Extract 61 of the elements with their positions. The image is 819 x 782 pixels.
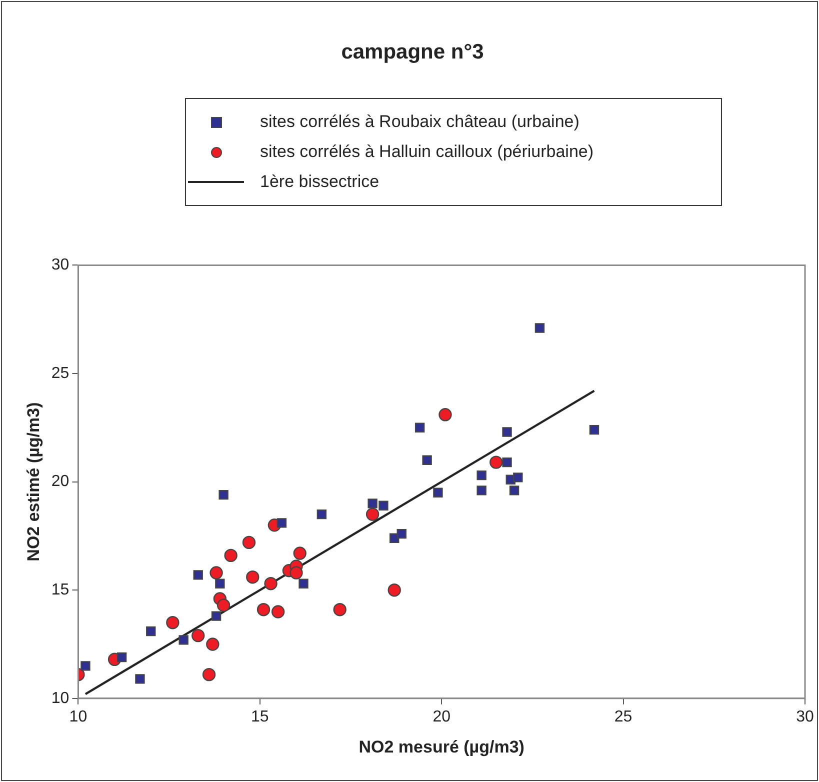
point — [502, 427, 512, 437]
point — [388, 584, 401, 597]
point — [242, 536, 256, 550]
point — [476, 486, 486, 496]
x-tick-label: 15 — [251, 708, 269, 726]
y-tick-label: 30 — [51, 256, 70, 274]
point — [264, 577, 278, 590]
y-tick-label: 20 — [51, 473, 70, 490]
point — [513, 472, 523, 482]
point — [206, 638, 220, 651]
x-tick-label: 10 — [69, 708, 88, 726]
point — [218, 490, 228, 500]
point — [422, 455, 432, 465]
point — [135, 674, 145, 684]
point — [178, 635, 188, 645]
point — [224, 548, 238, 562]
point — [366, 508, 380, 521]
x-tick-label: 25 — [614, 708, 632, 726]
point — [211, 611, 222, 621]
point — [246, 570, 260, 584]
y-tick-label: 10 — [51, 690, 70, 707]
point — [271, 605, 285, 618]
point — [368, 498, 378, 508]
point — [589, 424, 600, 435]
point — [509, 486, 520, 496]
point — [293, 546, 306, 560]
point — [276, 518, 287, 528]
point — [438, 408, 452, 422]
legend-label: sites corrélés à Roubaix château (urbaine) — [260, 112, 580, 132]
point — [210, 566, 223, 580]
point — [202, 668, 216, 682]
point — [216, 598, 230, 612]
point — [316, 509, 327, 520]
y-axis-title: NO2 estimé (µg/m3) — [24, 402, 43, 562]
x-axis-title: NO2 mesuré (µg/m3) — [358, 737, 524, 756]
y-tick-label: 25 — [51, 364, 70, 382]
chart-title: campagne n°3 — [341, 40, 484, 64]
point — [116, 652, 127, 662]
point — [146, 626, 156, 636]
legend-label: sites corrélés à Halluin cailloux (périurbaine) — [260, 142, 594, 162]
point — [80, 661, 90, 671]
point — [166, 616, 180, 630]
point — [476, 470, 486, 480]
point — [433, 488, 443, 498]
point — [414, 422, 425, 432]
point — [256, 602, 270, 616]
point — [333, 602, 346, 616]
point — [192, 628, 205, 642]
point — [396, 528, 406, 539]
point — [193, 570, 203, 580]
point — [534, 323, 545, 333]
point — [215, 578, 225, 588]
point — [490, 456, 503, 469]
point — [378, 500, 388, 510]
point — [298, 578, 308, 588]
x-tick-label: 20 — [432, 708, 451, 726]
point — [502, 457, 512, 468]
x-tick-label: 30 — [796, 708, 814, 726]
legend-label: 1ère bissectrice — [260, 172, 380, 192]
point — [290, 566, 303, 580]
y-tick-label: 15 — [51, 582, 70, 599]
